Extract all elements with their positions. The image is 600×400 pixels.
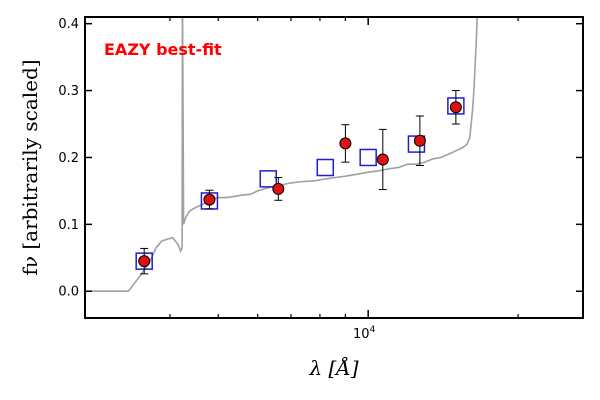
- x-axis-label: λ [Å]: [308, 355, 358, 380]
- observed-photometry-point: [339, 137, 352, 150]
- x-tick-label: 104: [353, 325, 376, 342]
- y-tick-label: 0.1: [58, 218, 79, 233]
- y-tick-label: 0.4: [58, 17, 79, 32]
- model-photometry-box: [259, 170, 278, 188]
- observed-photometry-point: [272, 182, 285, 195]
- y-tick-label: 0.3: [58, 84, 79, 99]
- y-tick-label: 0.0: [58, 285, 79, 300]
- observed-photometry-point: [413, 134, 426, 147]
- observed-photometry-point: [138, 255, 151, 268]
- observed-photometry-point: [449, 101, 462, 114]
- y-axis: 0.0 0.1 0.2 0.3 0.4: [58, 17, 583, 300]
- y-axis-label: fν [arbitrarily scaled]: [18, 59, 42, 275]
- model-photometry-box: [316, 158, 335, 177]
- observed-photometry-point: [376, 153, 389, 166]
- observed-photometry-point: [203, 193, 216, 206]
- plot-area: [85, 17, 529, 292]
- y-tick-label: 0.2: [58, 151, 79, 166]
- template-spectrum-line: [85, 17, 529, 292]
- x-axis: 104: [169, 17, 519, 342]
- annotation-label: EAZY best-fit: [104, 40, 222, 59]
- plot-frame: [84, 16, 584, 319]
- model-photometry-box: [359, 148, 377, 167]
